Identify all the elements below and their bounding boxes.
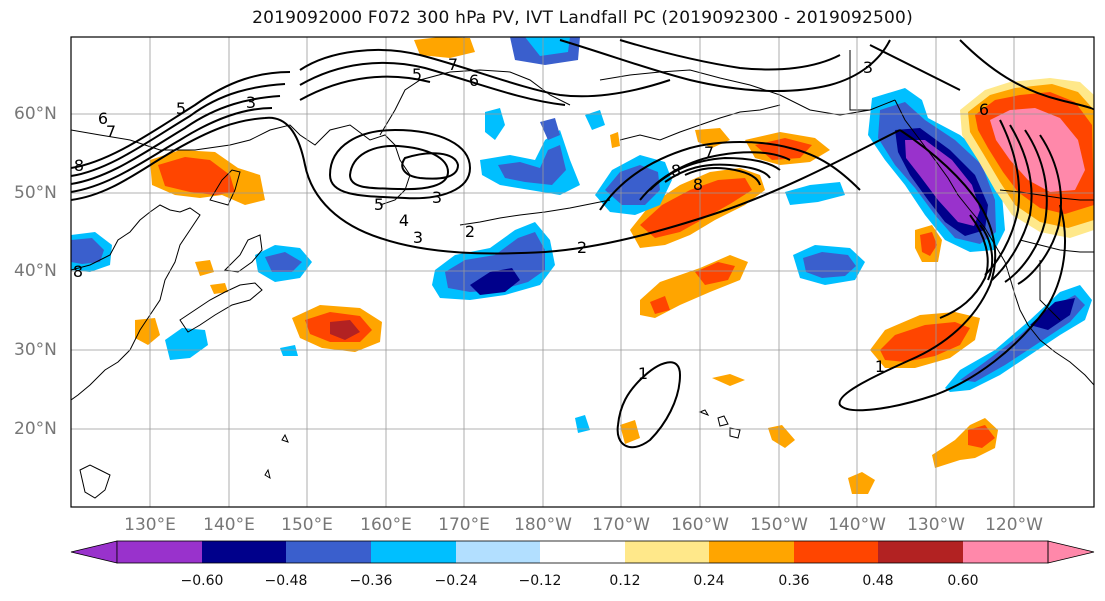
contour-label: 3 bbox=[413, 228, 423, 247]
colorbar-tick-label: −0.12 bbox=[518, 573, 562, 589]
contour-label: 3 bbox=[246, 93, 256, 112]
contour-label: 8 bbox=[73, 262, 83, 281]
lon-label: 170°W bbox=[592, 515, 650, 535]
colorbar-tick-label: 0.12 bbox=[609, 573, 641, 589]
pv-anomaly-fills bbox=[71, 37, 1094, 494]
lon-label: 130°W bbox=[907, 515, 965, 535]
lon-label: 140°W bbox=[828, 515, 886, 535]
contour-label: 2 bbox=[465, 222, 475, 241]
lat-label: 30°N bbox=[14, 340, 57, 360]
colorbar-bin bbox=[371, 541, 456, 563]
colorbar-tick-label: 0.48 bbox=[862, 573, 894, 589]
colorbar-frame bbox=[116, 540, 1049, 564]
lon-label: 170°E bbox=[438, 515, 490, 535]
lon-label: 140°E bbox=[203, 515, 255, 535]
colorbar-extend-left bbox=[70, 540, 118, 564]
pv-contours bbox=[71, 39, 1094, 449]
lon-label: 120°W bbox=[985, 515, 1043, 535]
lon-label: 160°W bbox=[671, 515, 729, 535]
contour-label: 8 bbox=[671, 161, 681, 180]
contour-label: 7 bbox=[448, 55, 458, 74]
negative-anomaly-dateline bbox=[432, 222, 555, 300]
contour-label: 1 bbox=[875, 357, 885, 376]
colorbar bbox=[70, 540, 1095, 564]
lon-label: 130°E bbox=[124, 515, 176, 535]
contour-label: 6 bbox=[979, 100, 989, 119]
colorbar-tick-label: 0.24 bbox=[693, 573, 725, 589]
lon-label: 180°W bbox=[514, 515, 572, 535]
figure-title: 2019092000 F072 300 hPa PV, IVT Landfall… bbox=[252, 8, 913, 28]
lon-label: 150°W bbox=[750, 515, 808, 535]
colorbar-bin bbox=[456, 541, 540, 563]
colorbar-bin bbox=[625, 541, 709, 563]
lat-label: 50°N bbox=[14, 183, 57, 203]
contour-label: 3 bbox=[863, 58, 873, 77]
contour-label: 1 bbox=[638, 364, 648, 383]
colorbar-bin bbox=[794, 541, 878, 563]
contour-label: 7 bbox=[704, 143, 714, 162]
contour-label: 8 bbox=[693, 175, 703, 194]
colorbar-tick-label: −0.60 bbox=[180, 573, 224, 589]
lon-label: 160°E bbox=[360, 515, 412, 535]
colorbar-bin bbox=[709, 541, 794, 563]
colorbar-bin bbox=[963, 541, 1048, 563]
contour-labels: 6 7 8 5 3 5 7 6 3 4 3 5 8 8 2 3 6 1 1 8 … bbox=[73, 55, 989, 383]
gridlines bbox=[71, 37, 1094, 507]
contour-label: 2 bbox=[577, 238, 587, 257]
contour-label: 7 bbox=[106, 122, 116, 141]
lon-label: 150°E bbox=[281, 515, 333, 535]
colorbar-bin bbox=[540, 541, 625, 563]
negative-anomaly-aleutian bbox=[480, 108, 672, 215]
lat-label: 40°N bbox=[14, 261, 57, 281]
colorbar-bin bbox=[878, 541, 963, 563]
colorbar-tick-label: −0.24 bbox=[434, 573, 478, 589]
contour-label: 8 bbox=[74, 156, 84, 175]
positive-anomaly-japan bbox=[150, 150, 265, 205]
lat-label: 20°N bbox=[14, 419, 57, 439]
map-frame bbox=[70, 36, 1095, 508]
lat-label: 60°N bbox=[14, 104, 57, 124]
colorbar-bin bbox=[202, 541, 286, 563]
contour-label: 6 bbox=[469, 71, 479, 90]
colorbar-tick-label: 0.60 bbox=[947, 573, 979, 589]
colorbar-tick-label: −0.48 bbox=[264, 573, 308, 589]
coastlines bbox=[71, 50, 1094, 499]
colorbar-tick-label: 0.36 bbox=[778, 573, 810, 589]
contour-label: 3 bbox=[432, 188, 442, 207]
colorbar-bin bbox=[286, 541, 371, 563]
contour-label: 5 bbox=[412, 65, 422, 84]
colorbar-bin bbox=[117, 541, 202, 563]
colorbar-extend-right bbox=[1047, 540, 1095, 564]
contour-label: 5 bbox=[374, 195, 384, 214]
contour-label: 4 bbox=[399, 211, 409, 230]
positive-anomaly-aleutian bbox=[630, 128, 830, 248]
contour-label: 5 bbox=[176, 99, 186, 118]
colorbar-tick-label: −0.36 bbox=[349, 573, 393, 589]
contour-label: 6 bbox=[98, 109, 108, 128]
